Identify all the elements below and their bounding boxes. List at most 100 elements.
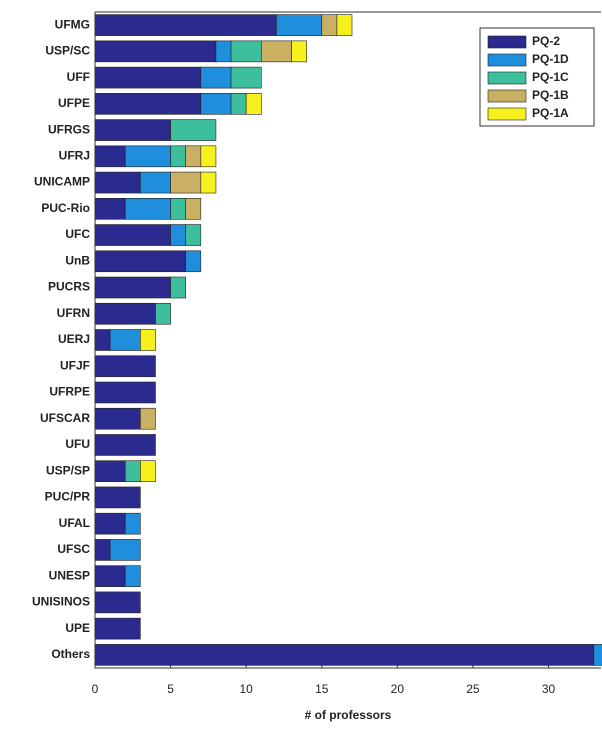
x-tick-label: 15 [315,682,329,696]
bar-segment [94,250,187,273]
bar-segment [124,460,141,482]
bar-segment [94,512,126,535]
bar-segment [215,40,232,63]
legend-swatch [487,89,527,103]
bar-segment [185,145,202,168]
bar-segment [140,407,156,430]
y-tick-label: PUCRS [48,280,90,294]
bar-segment [200,66,232,89]
bar-segment [109,329,141,351]
x-tick-label: 10 [239,682,253,696]
bar-segment [245,93,262,115]
x-tick-label: 25 [466,682,480,696]
bar-segment [94,381,156,404]
y-tick-label: UFRPE [49,385,90,399]
y-tick-label: PUC/PR [45,490,91,504]
legend-label: PQ-1B [532,88,569,102]
bar-segment [185,224,202,246]
bar-segment [94,276,171,299]
bar-segment [94,66,202,89]
y-tick-label: UFMG [55,17,90,31]
bar-segment [124,565,141,587]
bar-segment [276,14,323,36]
axes-frame [94,11,601,669]
bar-segment [260,40,292,63]
y-tick-label: UFSC [57,542,90,556]
legend-swatch [487,71,527,85]
y-tick-label: UFF [67,70,90,84]
bar-segment [170,224,187,246]
bar-segment [94,171,141,194]
x-tick-label: 30 [542,682,556,696]
legend-swatch [487,35,527,49]
bar-segment [200,93,232,115]
bar-segment [124,198,171,220]
bar-segment [94,224,171,246]
legend-label: PQ-1A [532,106,569,120]
y-tick-label: UNICAMP [34,175,90,189]
y-tick-label: UFPE [58,96,90,110]
y-tick-label: UERJ [58,332,90,346]
bar-segment [185,198,202,220]
bar-segment [170,171,202,194]
y-tick-label: UnB [65,253,90,267]
bar-segment [185,250,202,273]
bar-segment [94,355,156,378]
bar-segment [291,40,307,63]
bar-segment [94,460,126,482]
y-tick-label: UFRN [57,306,90,320]
bar-segment [124,145,171,168]
bar-segment [140,171,171,194]
bar-segment [94,486,141,509]
y-tick-label: UNESP [49,568,90,582]
bar-segment [140,329,156,351]
y-tick-label: UFJF [60,358,90,372]
legend-label: PQ-1D [532,52,569,66]
bar-segment [94,644,595,666]
bar-segment [230,66,262,89]
bar-segment [94,565,126,587]
bar-segment [94,407,141,430]
bar-segment [94,119,171,141]
y-tick-label: UNISINOS [32,595,90,609]
bar-segment [200,145,217,168]
bar-segment [94,591,141,614]
bar-segment [140,460,156,482]
bar-segment [109,539,141,561]
bar-segment [94,302,156,325]
bar-segment [94,93,202,115]
bar-segment [593,644,602,666]
bar-segment [230,40,262,63]
y-tick-label: UFSCAR [40,411,90,425]
bar-segment [230,93,247,115]
x-axis-label: # of professors [305,708,392,722]
y-tick-label: UFU [65,437,90,451]
bar-segment [336,14,353,36]
bar-segment [200,171,217,194]
bar-segment [170,145,187,168]
bar-segment [94,145,126,168]
y-tick-label: Others [51,647,90,661]
y-tick-label: UFRGS [48,122,90,136]
y-tick-label: PUC-Rio [41,201,90,215]
bar-segment [94,617,141,640]
y-tick-label: USP/SP [46,463,90,477]
bar-segment [170,198,187,220]
bar-segment [170,276,187,299]
legend-swatch [487,53,527,67]
bar-segment [321,14,338,36]
bar-segment [94,434,156,456]
legend-swatch [487,107,527,121]
bar-segment [94,14,277,36]
bar-segment [124,512,141,535]
y-tick-label: UFC [65,227,90,241]
y-tick-label: USP/SC [45,44,90,58]
y-tick-label: UFRJ [59,148,90,162]
bar-segment [94,198,126,220]
y-tick-label: UFAL [59,516,90,530]
bar-segment [94,539,111,561]
legend-label: PQ-1C [532,70,569,84]
x-tick-label: 20 [391,682,405,696]
x-tick-label: 0 [92,682,99,696]
bar-segment [155,302,171,325]
